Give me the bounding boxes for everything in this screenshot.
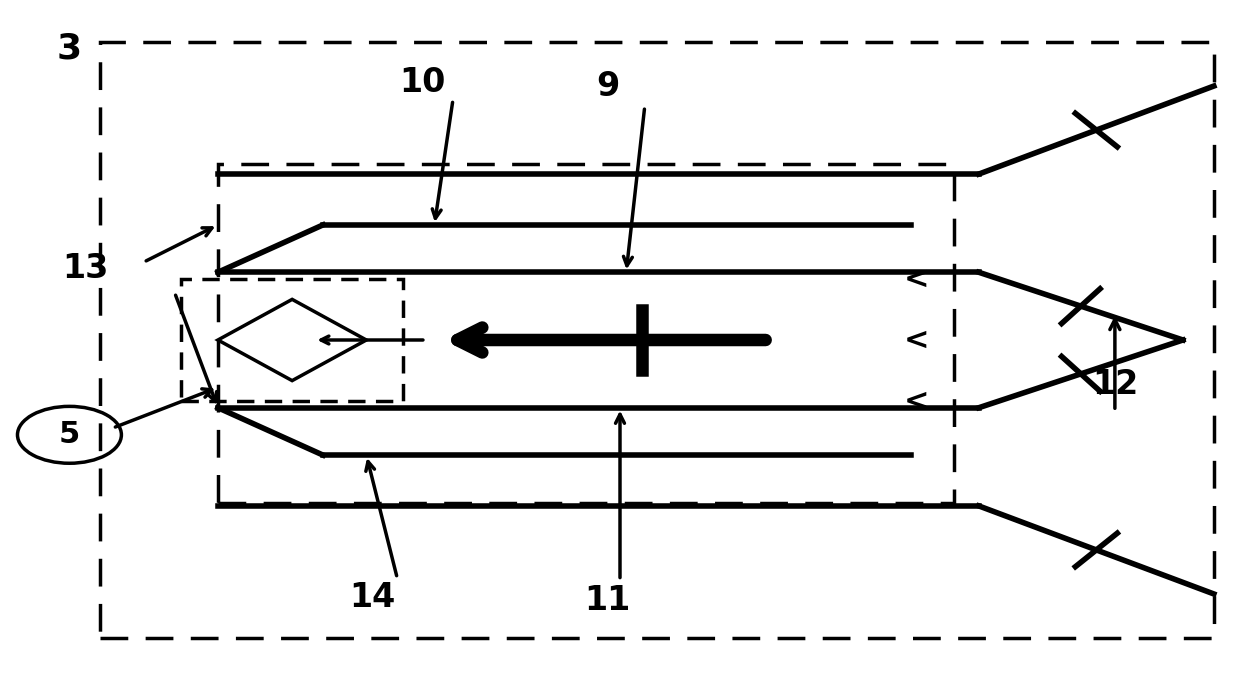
Text: 5: 5 xyxy=(58,420,81,449)
Text: 13: 13 xyxy=(62,252,109,286)
Text: <: < xyxy=(904,326,930,354)
Text: 11: 11 xyxy=(584,584,631,617)
Text: 10: 10 xyxy=(399,66,445,99)
Text: <: < xyxy=(904,265,930,294)
Text: 14: 14 xyxy=(350,581,396,614)
Text: 3: 3 xyxy=(57,32,82,66)
Text: 12: 12 xyxy=(1091,367,1138,401)
Text: <: < xyxy=(904,386,930,415)
Bar xyxy=(218,164,954,503)
Bar xyxy=(100,42,1214,638)
Text: 9: 9 xyxy=(596,69,619,103)
Bar xyxy=(181,279,403,401)
